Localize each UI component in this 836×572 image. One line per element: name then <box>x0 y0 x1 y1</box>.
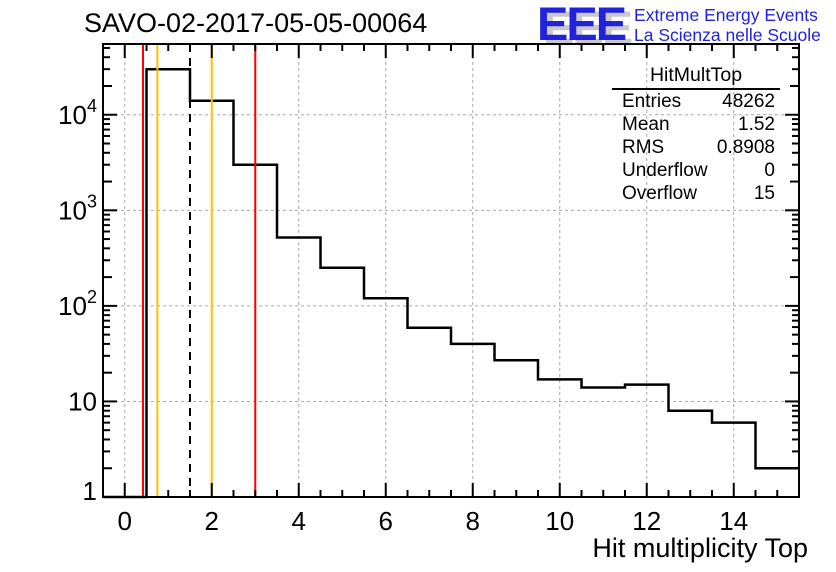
x-axis-title: Hit multiplicity Top <box>592 533 808 563</box>
stats-row-rms: RMS 0.8908 <box>612 136 780 159</box>
stat-value: 48262 <box>722 91 775 112</box>
axis-labels: 0 2 4 6 8 10 12 14 1 10 102 103 104 Hit multiplicity … <box>58 96 808 563</box>
x-tick-label: 6 <box>379 506 393 536</box>
plot-title: SAVO-02-2017-05-05-00064 <box>84 8 428 38</box>
eee-logo-line2: La Scienza nelle Scuole <box>634 25 821 45</box>
x-tick-label: 12 <box>632 506 661 536</box>
stat-value: 0.8908 <box>716 137 775 158</box>
eee-logo: EEE Extreme Energy Events La Scienza nel… <box>537 0 821 50</box>
eee-logo-tagline: Extreme Energy Events La Scienza nelle S… <box>634 3 821 45</box>
stats-row-underflow: Underflow 0 <box>612 159 780 182</box>
x-tick-label: 8 <box>466 506 480 536</box>
y-tick-label: 104 <box>58 96 97 130</box>
x-axis-ticks <box>123 44 779 497</box>
stats-box: HitMultTop Entries 48262 Mean 1.52 RMS 0… <box>612 62 780 205</box>
stats-row-overflow: Overflow 15 <box>612 182 780 205</box>
y-axis-ticks <box>103 46 799 470</box>
stat-value: 15 <box>753 183 775 204</box>
histogram-step-path <box>103 67 799 499</box>
y-tick-label: 10 <box>68 386 97 416</box>
y-tick-label: 102 <box>58 287 97 321</box>
stat-value: 1.52 <box>738 114 775 135</box>
x-tick-label: 2 <box>205 506 219 536</box>
stat-value: 0 <box>764 160 775 181</box>
x-tick-label: 0 <box>118 506 132 536</box>
x-tick-label: 4 <box>292 506 306 536</box>
stats-row-entries: Entries 48262 <box>612 90 780 113</box>
x-tick-label: 10 <box>545 506 574 536</box>
reference-lines <box>142 44 257 497</box>
y-tick-label: 103 <box>58 191 97 225</box>
stat-label: RMS <box>622 137 665 158</box>
stat-label: Overflow <box>622 183 697 204</box>
stats-box-title: HitMultTop <box>612 62 780 90</box>
stats-row-mean: Mean 1.52 <box>612 113 780 136</box>
y-tick-label: 1 <box>83 476 97 506</box>
histogram-line <box>103 67 799 499</box>
stat-label: Underflow <box>622 160 708 181</box>
eee-logo-acronym: EEE <box>537 0 627 50</box>
x-tick-label: 14 <box>719 506 748 536</box>
stat-label: Entries <box>622 91 682 112</box>
eee-logo-line1: Extreme Energy Events <box>634 5 818 25</box>
stat-label: Mean <box>622 114 670 135</box>
grid-lines <box>103 44 799 497</box>
